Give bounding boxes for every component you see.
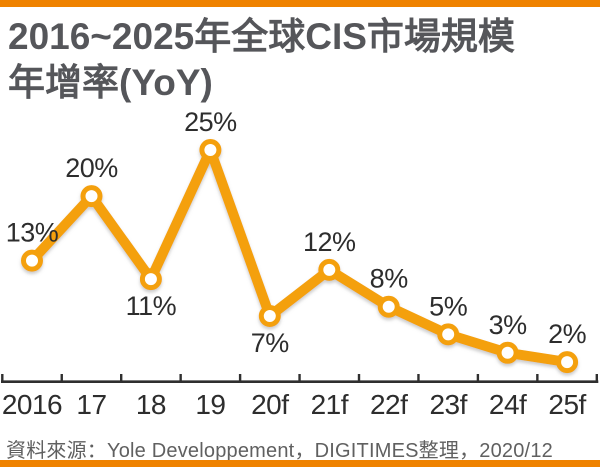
chart-title: 2016~2025年全球CIS市場規模 年增率(YoY)	[8, 14, 515, 106]
top-accent-bar	[0, 0, 600, 7]
data-point-label: 13%	[6, 218, 59, 248]
trend-line-group	[21, 139, 579, 374]
x-axis-label: 21f	[311, 389, 349, 420]
source-note: 資料來源：Yole Developpement，DIGITIMES整理，2020…	[6, 440, 553, 462]
data-point-label: 12%	[303, 227, 356, 257]
data-point-marker	[437, 323, 460, 346]
data-point-marker	[496, 341, 519, 364]
x-axis-label: 24f	[489, 389, 527, 420]
bottom-accent-bar	[0, 460, 600, 467]
data-point-label: 8%	[370, 264, 409, 294]
x-axis-label: 20f	[251, 389, 289, 420]
x-axis	[0, 374, 599, 384]
data-point-label: 20%	[65, 153, 118, 183]
x-axis-label: 17	[76, 389, 106, 420]
data-point-marker	[199, 139, 222, 161]
data-point-label: 25%	[184, 107, 237, 137]
data-point-marker	[21, 249, 43, 272]
trend-line	[27, 145, 573, 368]
data-point-marker	[258, 305, 281, 327]
x-axis-label: 2016	[2, 389, 62, 420]
x-axis-label: 18	[136, 389, 166, 420]
data-point-label: 5%	[429, 291, 468, 321]
data-point-marker	[556, 351, 579, 374]
x-axis-label: 22f	[370, 389, 408, 420]
data-point-label: 11%	[126, 291, 177, 321]
x-axis-labels: 2016 17 18 19 20f 21f 22f 23f 24f 25f	[2, 389, 587, 420]
data-point-marker	[80, 185, 103, 208]
data-point-marker	[377, 295, 400, 318]
chart-title-line1: 2016~2025年全球CIS市場規模	[8, 16, 515, 57]
x-axis-label: 23f	[429, 389, 467, 420]
x-axis-label: 19	[195, 389, 225, 420]
data-point-label: 2%	[548, 319, 587, 349]
chart-title-line2: 年增率(YoY)	[8, 62, 213, 103]
data-point-label: 3%	[489, 310, 528, 340]
data-point-labels: 13% 20% 11% 25% 7% 12% 8% 5% 3% 2%	[6, 107, 587, 358]
data-point-marker	[318, 258, 341, 281]
data-point-label: 7%	[251, 328, 290, 358]
data-point-marker	[139, 268, 162, 291]
x-axis-label: 25f	[548, 389, 586, 420]
